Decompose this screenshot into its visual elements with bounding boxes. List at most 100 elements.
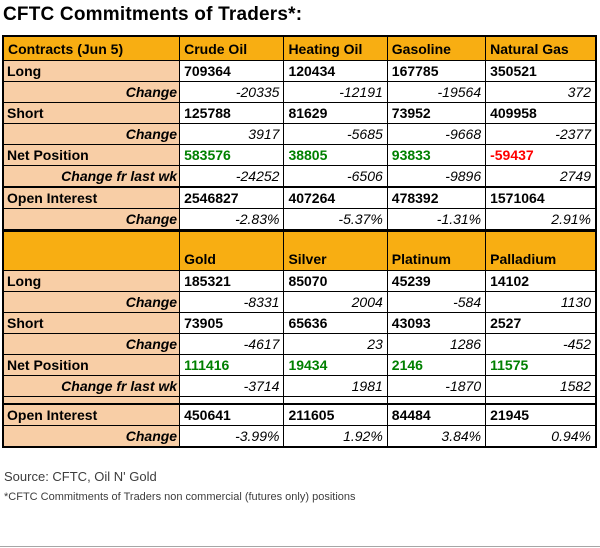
value-cell: -1.31% [386, 208, 487, 231]
value-cell: -5685 [283, 123, 388, 145]
value-cell: 409958 [485, 102, 597, 124]
value-cell: 1130 [485, 291, 597, 313]
row-label-cell: Change [2, 291, 181, 313]
value-cell: -9896 [386, 165, 487, 188]
table-row: Short 73905 65636 43093 2527 [2, 312, 597, 334]
value-cell: 125788 [179, 102, 285, 124]
page-title: CFTC Commitments of Traders*: [3, 4, 303, 25]
row-label-cell: Change fr last wk [2, 375, 181, 397]
value-cell: 211605 [283, 403, 388, 426]
value-cell: 185321 [179, 270, 285, 292]
value-cell: 85070 [283, 270, 388, 292]
value-cell: 73952 [386, 102, 487, 124]
value-cell: 84484 [386, 403, 487, 426]
value-cell: 21945 [485, 403, 597, 426]
value-cell: 38805 [283, 144, 388, 166]
source-text: Source: CFTC, Oil N' Gold [4, 469, 157, 484]
value-cell: -2377 [485, 123, 597, 145]
value-cell: 2749 [485, 165, 597, 188]
value-cell: -452 [485, 333, 597, 355]
table-row: Net Position 111416 19434 2146 11575 [2, 354, 597, 376]
value-cell: 1582 [485, 375, 597, 397]
value-cell: -6506 [283, 165, 388, 188]
value-cell: 1.92% [283, 425, 388, 448]
value-cell [386, 396, 487, 405]
table-row: Long 185321 85070 45239 14102 [2, 270, 597, 292]
table-row: Change -2.83% -5.37% -1.31% 2.91% [2, 208, 597, 231]
table-row: Short 125788 81629 73952 409958 [2, 102, 597, 124]
value-cell: 65636 [283, 312, 388, 334]
row-label-cell: Long [2, 60, 181, 82]
value-cell: 3.84% [386, 425, 487, 448]
table-row: Change -8331 2004 -584 1130 [2, 291, 597, 313]
value-cell: 450641 [179, 403, 285, 426]
value-cell: -20335 [179, 81, 285, 103]
table-row: Open Interest 450641 211605 84484 21945 [2, 403, 597, 426]
value-cell: 2004 [283, 291, 388, 313]
value-cell: -9668 [386, 123, 487, 145]
value-cell: 111416 [179, 354, 285, 376]
header-label-cell [2, 229, 181, 271]
row-label-cell: Change fr last wk [2, 165, 181, 188]
value-cell: -59437 [485, 144, 597, 166]
header-column-cell: Palladium [485, 229, 597, 271]
value-cell: 11575 [485, 354, 597, 376]
value-cell: 45239 [386, 270, 487, 292]
value-cell: 583576 [179, 144, 285, 166]
header-column-cell: Crude Oil [179, 35, 285, 61]
value-cell: 23 [283, 333, 388, 355]
value-cell: 350521 [485, 60, 597, 82]
cot-table: Contracts (Jun 5) Crude Oil Heating Oil Gas… [2, 35, 597, 448]
value-cell: -8331 [179, 291, 285, 313]
table-row: Long 709364 120434 167785 350521 [2, 60, 597, 82]
row-label-cell [2, 396, 181, 405]
row-label-cell: Change [2, 208, 181, 231]
value-cell: -4617 [179, 333, 285, 355]
row-label-cell: Change [2, 425, 181, 448]
value-cell: 14102 [485, 270, 597, 292]
row-label-cell: Change [2, 333, 181, 355]
value-cell [283, 396, 388, 405]
value-cell: 2527 [485, 312, 597, 334]
cot-table-body: Contracts (Jun 5) Crude Oil Heating Oil Gas… [2, 35, 597, 448]
page-bottom-divider [0, 546, 600, 547]
table-row: Change fr last wk -24252 -6506 -9896 2749 [2, 165, 597, 188]
row-label-cell: Change [2, 123, 181, 145]
value-cell: -19564 [386, 81, 487, 103]
row-label-cell: Open Interest [2, 186, 181, 209]
value-cell: 1981 [283, 375, 388, 397]
value-cell: 81629 [283, 102, 388, 124]
header-column-cell: Platinum [386, 229, 487, 271]
value-cell: 407264 [283, 186, 388, 209]
row-label-cell: Short [2, 312, 181, 334]
value-cell: -584 [386, 291, 487, 313]
value-cell: 0.94% [485, 425, 597, 448]
row-label-cell: Open Interest [2, 403, 181, 426]
header-column-cell: Natural Gas [485, 35, 597, 61]
header-label-cell: Contracts (Jun 5) [2, 35, 181, 61]
value-cell: -1870 [386, 375, 487, 397]
value-cell: 167785 [386, 60, 487, 82]
section-header-row: Gold Silver Platinum Palladium [2, 229, 597, 271]
value-cell: 120434 [283, 60, 388, 82]
table-row: Change -20335 -12191 -19564 372 [2, 81, 597, 103]
value-cell: 709364 [179, 60, 285, 82]
value-cell [179, 396, 285, 405]
value-cell: 93833 [386, 144, 487, 166]
value-cell: -3.99% [179, 425, 285, 448]
value-cell: 478392 [386, 186, 487, 209]
row-label-cell: Long [2, 270, 181, 292]
value-cell: 73905 [179, 312, 285, 334]
table-row: Change -4617 23 1286 -452 [2, 333, 597, 355]
table-row: Change -3.99% 1.92% 3.84% 0.94% [2, 425, 597, 448]
value-cell: 19434 [283, 354, 388, 376]
value-cell: -12191 [283, 81, 388, 103]
value-cell: -5.37% [283, 208, 388, 231]
row-label-cell: Change [2, 81, 181, 103]
table-row: Change 3917 -5685 -9668 -2377 [2, 123, 597, 145]
table-row [2, 396, 597, 405]
value-cell: 2.91% [485, 208, 597, 231]
value-cell: -24252 [179, 165, 285, 188]
value-cell [485, 396, 597, 405]
value-cell: 1286 [386, 333, 487, 355]
